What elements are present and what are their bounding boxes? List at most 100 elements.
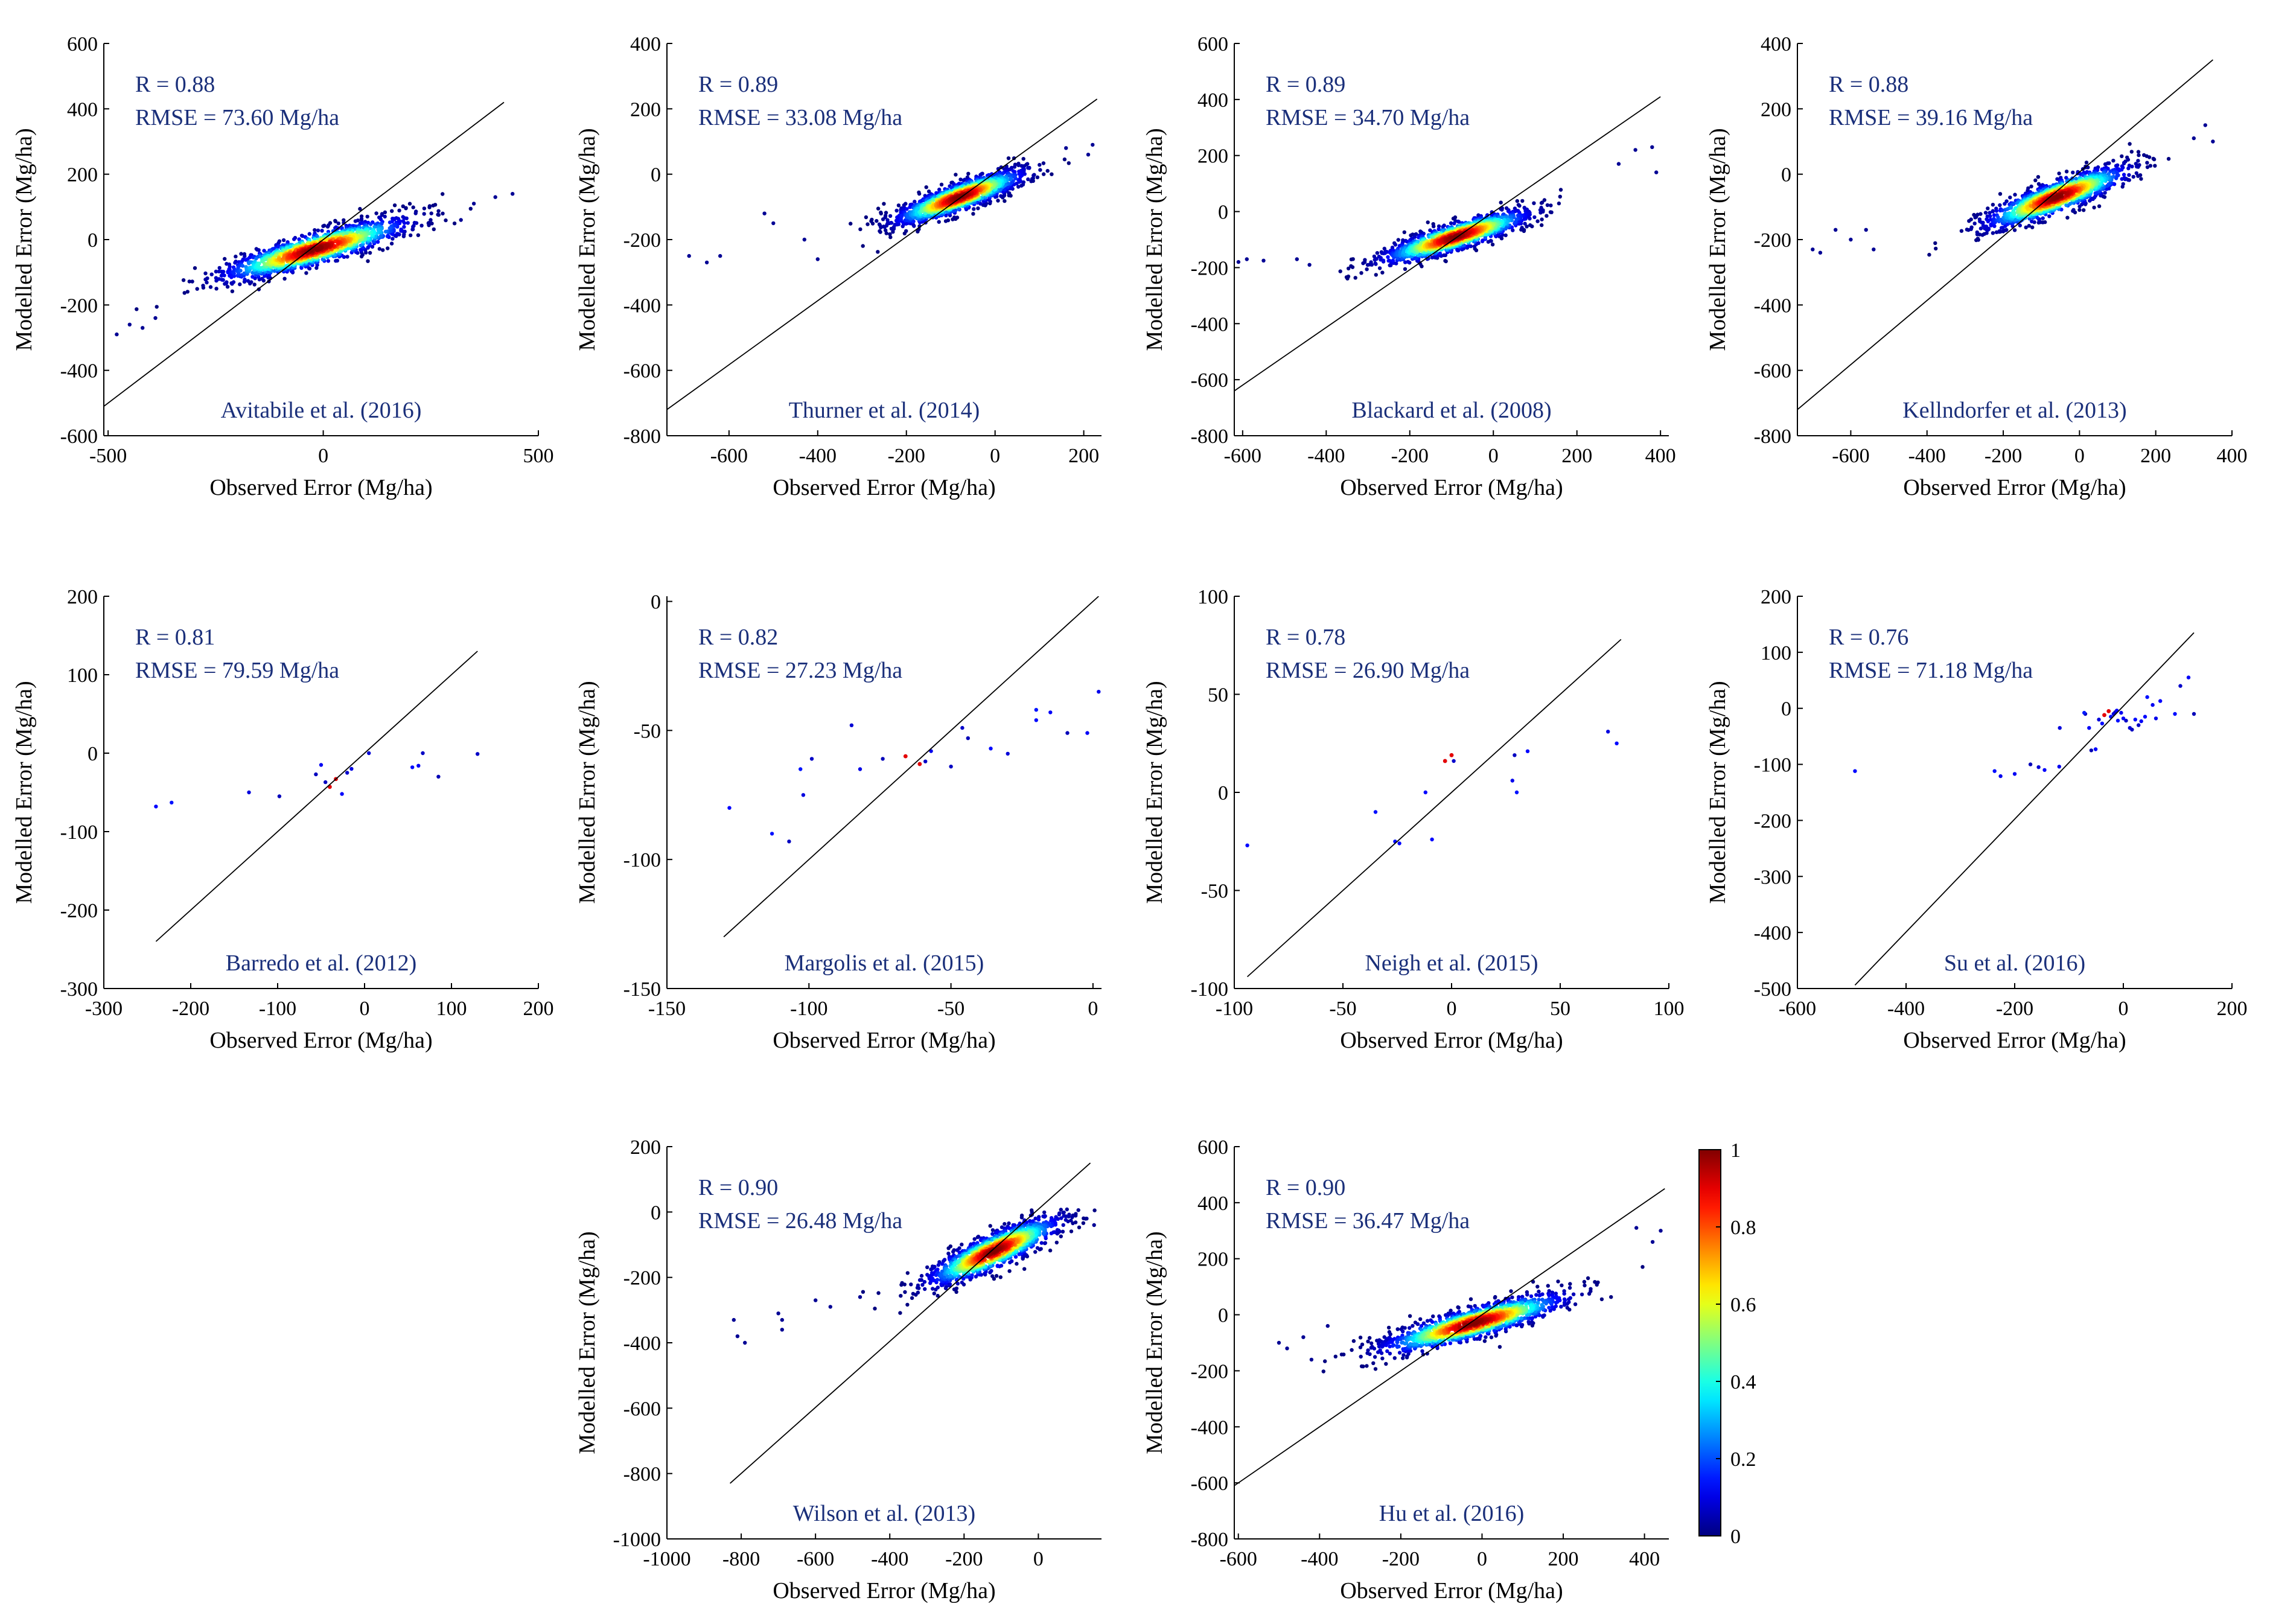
data-point xyxy=(762,211,767,215)
data-point xyxy=(2106,182,2111,186)
data-point xyxy=(243,277,247,282)
data-point xyxy=(392,203,397,208)
data-point xyxy=(217,266,222,270)
data-point xyxy=(374,211,378,215)
data-point xyxy=(1362,260,1367,264)
x-tick-label: -200 xyxy=(1391,445,1429,467)
data-point xyxy=(1438,251,1443,256)
data-point xyxy=(1978,212,1983,216)
data-point xyxy=(911,223,916,227)
data-point xyxy=(375,240,380,244)
y-tick-label: -200 xyxy=(1754,229,1791,252)
data-point xyxy=(2137,153,2141,158)
data-point xyxy=(937,187,942,192)
data-point xyxy=(2120,177,2124,181)
data-point xyxy=(894,208,899,213)
data-point xyxy=(336,221,340,226)
data-point xyxy=(243,254,247,258)
data-point xyxy=(252,282,257,287)
data-point xyxy=(238,269,243,273)
data-point xyxy=(2136,174,2140,178)
data-point xyxy=(1540,217,1544,221)
data-point xyxy=(395,232,400,236)
y-tick-label: 0 xyxy=(1781,164,1791,186)
data-point xyxy=(1035,175,1040,179)
y-tick-label: -200 xyxy=(1191,257,1228,279)
data-point xyxy=(1500,208,1504,212)
data-point xyxy=(430,221,434,226)
x-tick-label: 0 xyxy=(318,445,328,467)
data-point xyxy=(1016,163,1021,167)
data-point xyxy=(1359,271,1363,275)
data-point xyxy=(441,211,445,215)
r-value: R = 0.89 xyxy=(698,72,778,97)
data-point xyxy=(1476,241,1481,245)
data-point xyxy=(888,214,893,218)
x-tick-label: 200 xyxy=(2140,445,2171,467)
data-point xyxy=(193,266,197,270)
data-point xyxy=(1038,168,1042,172)
data-point xyxy=(1542,198,1547,202)
data-point xyxy=(292,237,296,241)
data-point xyxy=(2121,182,2125,186)
data-point xyxy=(238,282,242,287)
data-point xyxy=(181,278,186,282)
data-point xyxy=(1030,177,1035,181)
data-point xyxy=(115,332,119,337)
data-point xyxy=(849,221,853,226)
data-point xyxy=(429,211,433,215)
data-point xyxy=(2012,228,2017,232)
x-tick-label: 200 xyxy=(1068,445,1099,467)
data-point xyxy=(2122,161,2126,165)
data-point xyxy=(1390,246,1395,250)
data-point xyxy=(2036,220,2041,225)
data-point xyxy=(333,219,338,223)
data-point xyxy=(2166,157,2171,161)
data-point xyxy=(262,249,266,253)
data-point xyxy=(2029,184,2033,189)
data-point xyxy=(858,227,862,232)
data-point xyxy=(879,211,884,215)
data-point xyxy=(1992,213,1997,217)
data-point xyxy=(276,244,280,249)
data-point xyxy=(2151,156,2155,161)
data-point xyxy=(325,224,330,229)
data-point xyxy=(195,287,199,291)
data-point xyxy=(1365,267,1369,272)
data-point xyxy=(2148,164,2153,168)
data-point xyxy=(1373,261,1377,266)
data-point xyxy=(1295,257,1299,261)
data-point xyxy=(2027,224,2031,228)
data-point xyxy=(884,228,888,232)
data-point xyxy=(875,218,879,223)
data-point xyxy=(978,173,983,177)
data-point xyxy=(2139,177,2143,181)
data-point xyxy=(153,316,158,320)
data-point xyxy=(2211,139,2215,144)
data-point xyxy=(2131,174,2135,179)
data-point xyxy=(1455,247,1459,252)
data-point xyxy=(884,231,888,235)
data-point xyxy=(1086,153,1091,157)
data-point xyxy=(459,218,463,222)
data-point xyxy=(2134,171,2138,176)
y-axis-label: Modelled Error (Mg/ha) xyxy=(575,128,600,351)
data-point xyxy=(250,275,255,279)
data-point xyxy=(978,202,983,206)
data-point xyxy=(406,221,410,225)
data-point xyxy=(427,221,431,225)
data-point xyxy=(1983,211,1988,215)
data-point xyxy=(1650,145,1654,149)
data-point xyxy=(304,271,308,275)
data-point xyxy=(2135,164,2139,169)
data-point xyxy=(1540,223,1544,228)
x-tick-label: 200 xyxy=(1561,445,1592,467)
data-point xyxy=(208,285,213,289)
data-point xyxy=(257,261,261,266)
data-point xyxy=(999,194,1003,198)
data-point xyxy=(2092,205,2096,210)
x-tick-label: 400 xyxy=(1645,445,1676,467)
r-value: R = 0.89 xyxy=(1266,72,1345,97)
data-point xyxy=(386,246,390,250)
y-tick-label: 200 xyxy=(630,98,661,121)
